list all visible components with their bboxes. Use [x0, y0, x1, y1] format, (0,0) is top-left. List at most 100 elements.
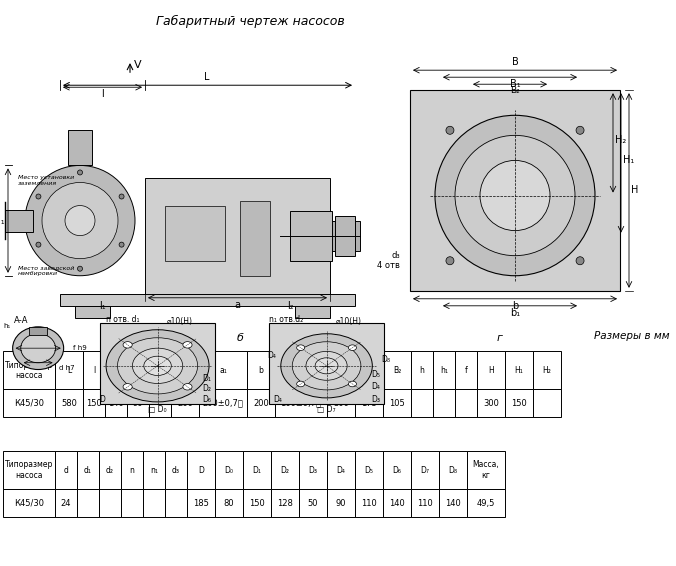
Text: D₅: D₅	[371, 371, 381, 379]
Circle shape	[297, 345, 305, 350]
Text: l₁: l₁	[99, 301, 105, 311]
Bar	[355, 389, 383, 417]
Circle shape	[455, 135, 575, 256]
Text: d₁: d₁	[84, 466, 92, 475]
Circle shape	[292, 342, 361, 390]
Bar	[271, 489, 299, 517]
Text: l₂: l₂	[287, 301, 293, 311]
Bar	[533, 389, 561, 417]
Bar	[275, 389, 327, 417]
Text: К45/30: К45/30	[14, 398, 44, 408]
Text: d: d	[64, 466, 68, 475]
Text: n отв. d₁: n отв. d₁	[107, 315, 140, 324]
Text: Размеры в мм: Размеры в мм	[594, 331, 670, 341]
Bar	[127, 389, 149, 417]
Text: D₅: D₅	[364, 466, 374, 475]
Bar	[455, 351, 477, 389]
Circle shape	[348, 381, 356, 387]
Bar	[433, 351, 455, 389]
Circle shape	[78, 170, 82, 175]
Bar	[275, 351, 327, 389]
Bar	[83, 389, 105, 417]
Text: l: l	[101, 89, 103, 99]
Bar	[199, 389, 247, 417]
Bar	[410, 90, 620, 291]
Bar	[243, 489, 271, 517]
Bar	[75, 306, 110, 318]
Circle shape	[13, 327, 64, 370]
Circle shape	[119, 242, 124, 247]
Text: H₂: H₂	[543, 366, 552, 375]
Text: 300: 300	[483, 398, 499, 408]
Text: D₄: D₄	[337, 466, 345, 475]
Bar	[411, 351, 433, 389]
Text: 200±0,7Ⓜ: 200±0,7Ⓜ	[203, 398, 243, 408]
Text: d₃: d₃	[172, 466, 180, 475]
Bar	[383, 451, 411, 489]
Text: h₁: h₁	[3, 323, 11, 329]
Circle shape	[78, 266, 82, 271]
Text: D₃: D₃	[371, 395, 381, 404]
Text: b: b	[512, 301, 518, 311]
Bar	[55, 351, 83, 389]
Text: D₁: D₁	[253, 466, 262, 475]
Circle shape	[106, 330, 209, 402]
Text: 90: 90	[132, 398, 143, 408]
Text: D₂: D₂	[202, 384, 212, 393]
Text: 24: 24	[61, 499, 71, 508]
Circle shape	[42, 182, 118, 259]
Bar	[299, 489, 327, 517]
Bar	[199, 351, 247, 389]
Circle shape	[576, 126, 584, 134]
Text: l₁: l₁	[114, 366, 118, 375]
Text: B₁: B₁	[510, 79, 521, 89]
Text: H: H	[488, 366, 494, 375]
Text: □ D₇: □ D₇	[317, 405, 336, 414]
Bar	[77, 451, 99, 489]
Text: 140: 140	[108, 398, 124, 408]
Circle shape	[446, 126, 454, 134]
Text: 128: 128	[277, 499, 293, 508]
Bar	[99, 489, 121, 517]
Bar	[411, 489, 439, 517]
Circle shape	[183, 342, 192, 348]
Text: b₁: b₁	[510, 308, 520, 318]
Bar	[60, 294, 355, 306]
Circle shape	[306, 351, 347, 380]
Text: D₄: D₄	[371, 383, 381, 392]
Bar	[269, 323, 384, 404]
Text: D: D	[198, 466, 204, 475]
Circle shape	[435, 115, 595, 276]
Bar	[271, 451, 299, 489]
Bar	[171, 351, 199, 389]
Bar	[247, 389, 275, 417]
Circle shape	[144, 356, 171, 375]
Bar	[383, 389, 411, 417]
Text: b: b	[258, 366, 264, 375]
Bar	[467, 489, 505, 517]
Text: h: h	[420, 366, 425, 375]
Text: 150: 150	[511, 398, 527, 408]
Bar	[243, 451, 271, 489]
Text: 50: 50	[308, 499, 318, 508]
Bar	[121, 451, 143, 489]
Text: D₃: D₃	[308, 466, 318, 475]
Bar	[99, 451, 121, 489]
Bar	[290, 211, 332, 261]
Circle shape	[123, 342, 132, 348]
Text: a: a	[183, 366, 187, 375]
Text: г: г	[497, 333, 503, 343]
Bar	[215, 451, 243, 489]
Text: H₁: H₁	[623, 156, 634, 165]
Text: 300: 300	[333, 398, 349, 408]
Text: 150: 150	[86, 398, 102, 408]
Text: б: б	[237, 333, 243, 343]
Bar	[143, 451, 165, 489]
Text: n₁ отв.d₂: n₁ отв.d₂	[270, 315, 304, 324]
Text: a: a	[234, 300, 240, 310]
Bar	[533, 351, 561, 389]
Text: 200: 200	[253, 398, 269, 408]
Bar	[55, 489, 77, 517]
Text: d₂: d₂	[106, 466, 114, 475]
Text: n: n	[130, 466, 135, 475]
